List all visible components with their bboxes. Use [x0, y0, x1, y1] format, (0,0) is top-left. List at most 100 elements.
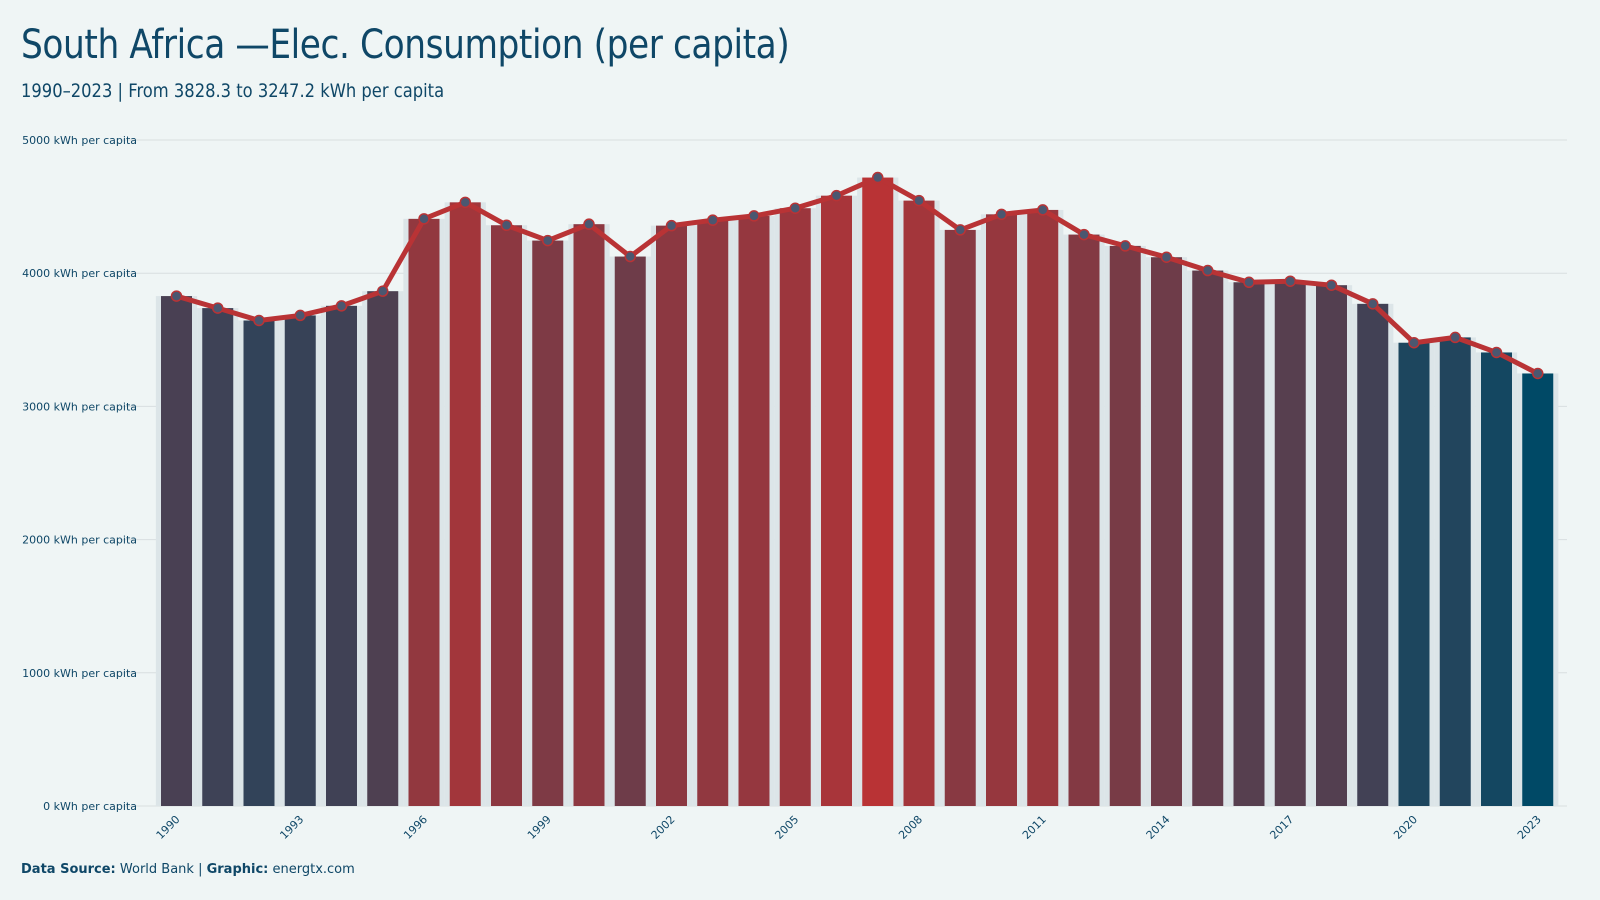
point-2009: [954, 224, 966, 236]
point-2014: [1160, 251, 1173, 263]
x-tick-label: 2008: [896, 813, 925, 842]
bar-2009: [944, 229, 976, 806]
chart-subtitle: 1990–2023 | From 3828.3 to 3247.2 kWh pe…: [21, 80, 445, 102]
y-tick-label: 5000 kWh per capita: [22, 134, 137, 147]
bar-2019: [1357, 303, 1389, 806]
x-tick-label: 2005: [772, 813, 801, 842]
point-2011: [1037, 204, 1049, 216]
bar-2007: [862, 177, 894, 807]
bar-2014: [1151, 257, 1182, 806]
bar-2015: [1192, 270, 1224, 806]
x-tick-label: 1990: [154, 813, 183, 842]
point-2016: [1243, 276, 1255, 289]
y-tick-label: 3000 kWh per capita: [22, 400, 137, 413]
y-tick-label: 0 kWh per capita: [43, 800, 137, 813]
bar-2008: [903, 200, 935, 806]
point-2003: [707, 214, 719, 226]
bar-1994: [326, 305, 357, 806]
source-label: Data Source:: [21, 862, 116, 877]
point-2006: [830, 189, 843, 202]
bar-1999: [532, 240, 564, 807]
point-2001: [624, 250, 636, 263]
bar-1991: [202, 308, 234, 806]
x-tick-label: 1993: [277, 813, 306, 842]
bar-1998: [491, 225, 522, 807]
bar-2022: [1481, 352, 1512, 806]
bar-2011: [1027, 209, 1059, 806]
point-2019: [1367, 298, 1379, 310]
bar-2017: [1274, 281, 1306, 806]
bar-1992: [243, 320, 275, 806]
point-2018: [1325, 279, 1338, 291]
y-tick-label: 2000 kWh per capita: [22, 534, 137, 547]
bar-2004: [738, 215, 770, 806]
graphic-label: Graphic:: [206, 862, 269, 877]
bar-2006: [821, 195, 852, 806]
point-2022: [1490, 346, 1503, 359]
x-tick-label: 1996: [401, 813, 430, 842]
point-2020: [1408, 336, 1420, 349]
point-2015: [1202, 264, 1214, 277]
y-tick-label: 4000 kWh per capita: [22, 267, 137, 280]
x-tick-label: 2011: [1020, 813, 1049, 842]
trend-line: [174, 175, 1541, 376]
point-2000: [583, 218, 595, 230]
point-1993: [294, 309, 306, 322]
point-1997: [459, 196, 471, 209]
point-2013: [1119, 240, 1131, 252]
x-tick-label: 2020: [1391, 813, 1420, 842]
plot-bands: [155, 177, 1559, 807]
bar-2020: [1398, 342, 1430, 806]
bar-2001: [614, 256, 646, 806]
point-1996: [418, 213, 430, 225]
trend-polyline: [174, 175, 1541, 376]
point-2008: [913, 194, 925, 207]
point-2023: [1532, 367, 1544, 380]
point-2012: [1078, 228, 1090, 241]
point-1994: [335, 300, 348, 312]
bar-2018: [1316, 285, 1347, 806]
bar-2023: [1522, 373, 1554, 806]
x-axis-ticks: 1990 1993 1996 1999 2002 2005 2008 2011 2014 2017…: [154, 813, 1544, 842]
bar-1993: [284, 315, 316, 806]
point-2005: [789, 202, 801, 214]
bar-2021: [1439, 337, 1471, 806]
x-tick-label: 2017: [1267, 813, 1296, 842]
chart-title: South Africa —Elec. Consumption (per cap…: [21, 22, 790, 68]
point-1991: [212, 302, 224, 314]
source-value: World Bank |: [115, 862, 207, 877]
point-2021: [1449, 331, 1461, 344]
y-axis-ticks: 0 kWh per capita 1000 kWh per capita 2000 …: [22, 134, 137, 813]
bar-1995: [367, 291, 399, 806]
x-tick-label: 2002: [649, 813, 678, 842]
point-2004: [748, 210, 760, 222]
bar-2003: [697, 220, 729, 806]
bar-2016: [1233, 282, 1265, 807]
bar-1990: [161, 296, 192, 806]
point-2007: [872, 171, 884, 184]
y-tick-label: 1000 kWh per capita: [22, 667, 137, 680]
point-2017: [1284, 275, 1296, 287]
bar-2012: [1068, 234, 1100, 806]
point-2002: [665, 219, 678, 232]
point-1995: [377, 285, 389, 297]
bar-2010: [986, 214, 1017, 806]
point-1992: [253, 314, 265, 327]
point-1990: [170, 290, 183, 302]
x-tick-label: 1999: [525, 813, 554, 842]
point-1998: [500, 219, 513, 231]
point-2010: [995, 208, 1008, 221]
bars: [161, 177, 1554, 807]
bar-2013: [1109, 245, 1141, 807]
point-1999: [542, 234, 554, 247]
bar-1997: [449, 202, 481, 807]
bar-2005: [779, 208, 811, 807]
x-tick-label: 2023: [1515, 813, 1544, 842]
markers: [170, 171, 1544, 380]
bar-2000: [573, 224, 605, 807]
bar-1996: [408, 218, 440, 807]
x-tick-label: 2014: [1144, 813, 1173, 842]
footer-credit: Data Source: World Bank | Graphic: energ…: [21, 862, 355, 877]
graphic-value: energtx.com: [268, 862, 355, 877]
